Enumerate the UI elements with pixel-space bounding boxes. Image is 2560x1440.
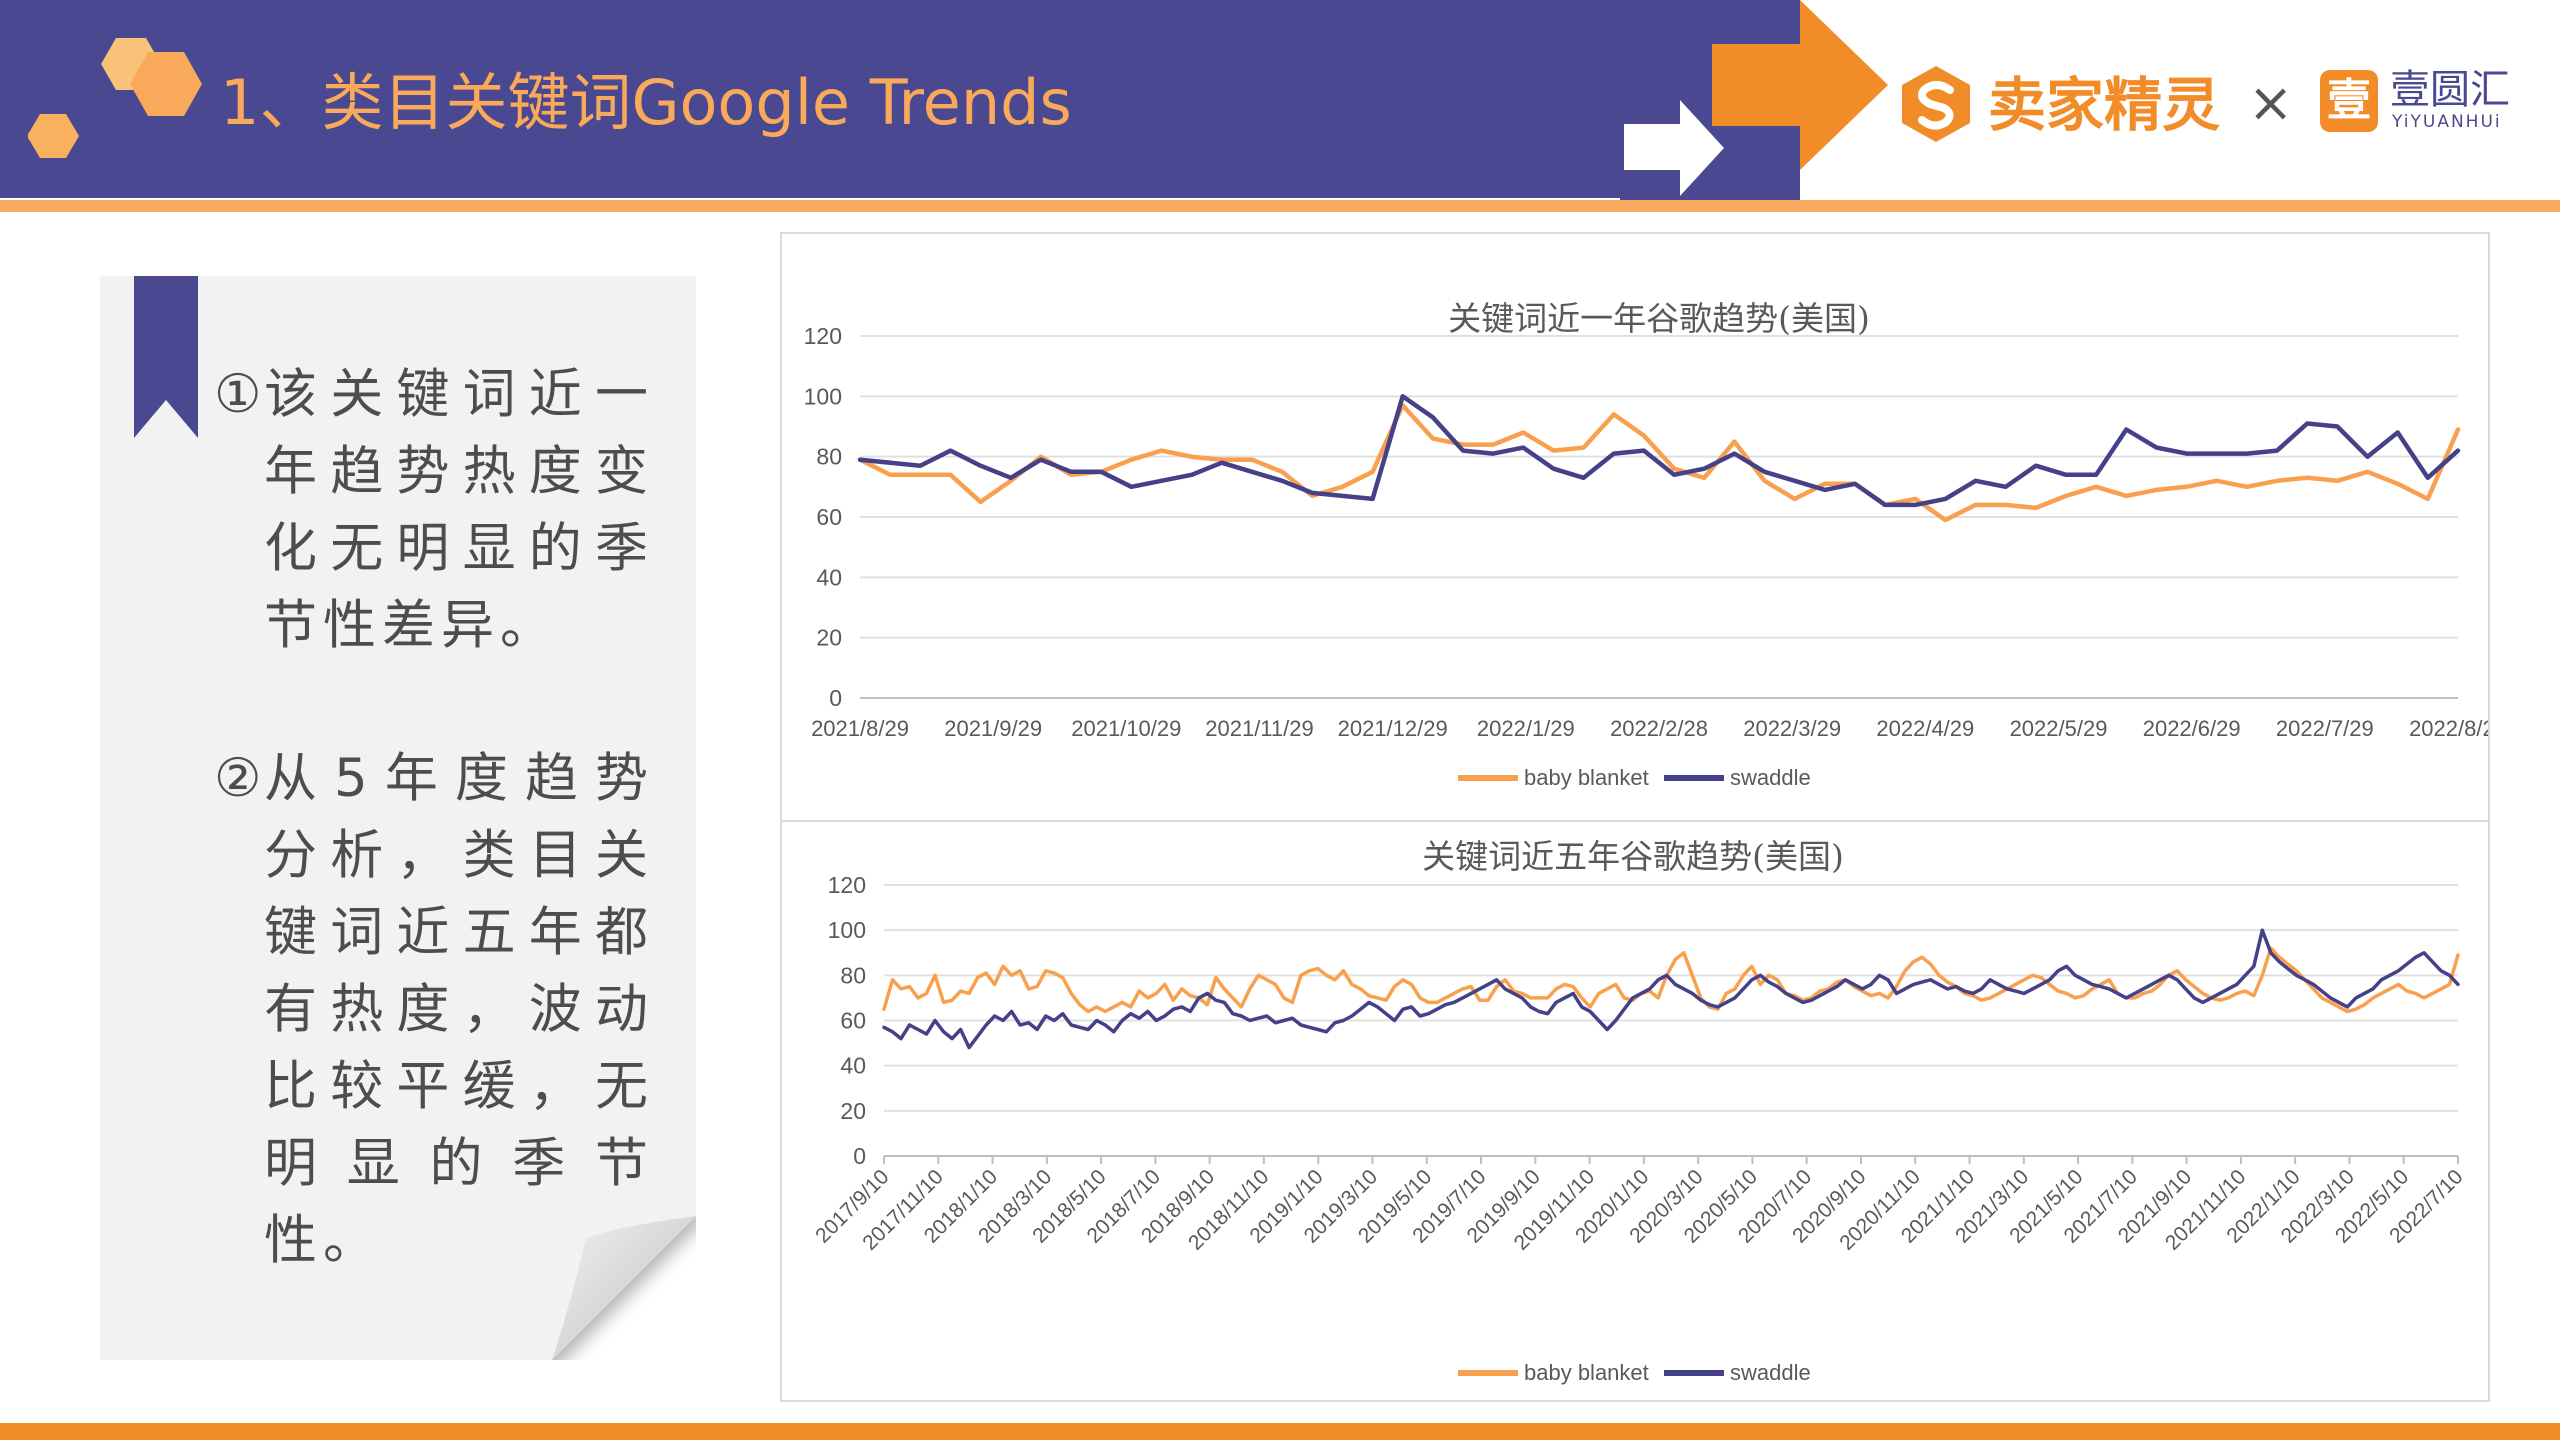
y-tick-label: 80 (816, 444, 842, 470)
x-tick-label: 2022/3/29 (1743, 716, 1841, 741)
slide-title: 1、类目关键词Google Trends (220, 66, 1072, 139)
legend-label: swaddle (1730, 1360, 1811, 1385)
series-line-baby-blanket (882, 946, 2460, 1014)
note-item-1: ① 该关键词近一年趋势热度变化无明显的季节性差异。 (214, 356, 654, 664)
chart-title: 关键词近五年谷歌趋势(美国) (1422, 837, 1844, 876)
legend-label: baby blanket (1524, 765, 1649, 790)
brand-name-yiyuanhui: 壹圆汇 (2390, 67, 2510, 113)
chart-divider (782, 820, 2488, 822)
chart-one-year: 关键词近一年谷歌趋势(美国) 0 20 40 60 80 100 120 2021/8/29 20… (804, 299, 2488, 790)
x-tick-label: 2021/10/29 (1071, 716, 1181, 741)
x-tick-label: 2022/2/28 (1610, 716, 1708, 741)
y-tick-label: 0 (829, 685, 842, 711)
arrow-right-icon (1620, 0, 1900, 200)
y-tick-label: 60 (816, 504, 842, 530)
x-tick-label: 2022/8/29 (2409, 716, 2488, 741)
y-tick-label: 20 (816, 625, 842, 651)
x-tick-label: 2022/7/29 (2276, 716, 2374, 741)
header-band (0, 0, 1797, 198)
y-tick-label: 40 (816, 564, 842, 590)
brand-name-sellersprite: 卖家精灵 (1988, 71, 2221, 139)
note-paper (100, 276, 696, 1360)
y-tick-label: 120 (828, 872, 866, 898)
y-tick-label: 20 (840, 1098, 866, 1124)
y-tick-label: 120 (804, 323, 842, 349)
x-tick-label: 2021/12/29 (1338, 716, 1448, 741)
brand-separator: × (2248, 71, 2294, 134)
series-line-baby-blanket (857, 403, 2461, 523)
chart-title: 关键词近一年谷歌趋势(美国) (1448, 299, 1870, 338)
yiyuanhui-logo-icon: 壹 (2320, 70, 2378, 132)
x-tick-label: 2021/9/29 (944, 716, 1042, 741)
y-tick-label: 80 (840, 962, 866, 988)
y-tick-label: 100 (804, 383, 842, 409)
brand-subtitle-yiyuanhui: YiYUANHUi (2392, 112, 2502, 132)
note-item-2: ② 从5年度趋势分析，类目关键词近五年都有热度，波动比较平缓，无明显的季节性。 (214, 740, 654, 1279)
y-tick-label: 0 (853, 1143, 866, 1169)
sellersprite-logo-icon (1902, 66, 1970, 142)
note-item-2-text: 从5年度趋势分析，类目关键词近五年都有热度，波动比较平缓，无明显的季节性。 (264, 748, 654, 1271)
series-line-swaddle (857, 394, 2461, 508)
series-line-swaddle (882, 928, 2460, 1050)
note-item-1-number: ① (214, 364, 268, 425)
header-accent-line (0, 200, 2560, 212)
hexagon-cluster-icon (28, 38, 202, 158)
y-tick-label: 40 (840, 1053, 866, 1079)
brand-logos: 卖家精灵 × 壹 壹圆汇 YiYUANHUi (1900, 60, 2540, 150)
y-tick-label: 100 (828, 917, 866, 943)
x-tick-label: 2022/6/29 (2143, 716, 2241, 741)
chart-frame: 关键词近一年谷歌趋势(美国) 0 20 40 60 80 100 120 2021/8/29 20… (780, 232, 2490, 1402)
note-card: ① 该关键词近一年趋势热度变化无明显的季节性差异。 ② 从5年度趋势分析，类目关键词… (100, 276, 696, 1360)
bookmark-ribbon (134, 276, 198, 438)
x-tick-label: 2022/5/29 (2010, 716, 2108, 741)
footer-accent-line (0, 1423, 2560, 1440)
note-item-1-text: 该关键词近一年趋势热度变化无明显的季节性差异。 (264, 364, 654, 656)
chart-five-year: 关键词近五年谷歌趋势(美国)0204060801001202017/9/1020… (811, 837, 2467, 1385)
note-item-2-number: ② (214, 748, 268, 809)
legend-label: baby blanket (1524, 1360, 1649, 1385)
x-tick-label: 2021/11/29 (1205, 716, 1313, 741)
legend-label: swaddle (1730, 765, 1811, 790)
x-tick-label: 2022/1/29 (1477, 716, 1575, 741)
y-tick-label: 60 (840, 1008, 866, 1034)
x-tick-label: 2022/4/29 (1876, 716, 1974, 741)
x-tick-label: 2021/8/29 (811, 716, 909, 741)
note-text: ① 该关键词近一年趋势热度变化无明显的季节性差异。 ② 从5年度趋势分析，类目关键词… (214, 356, 654, 1279)
